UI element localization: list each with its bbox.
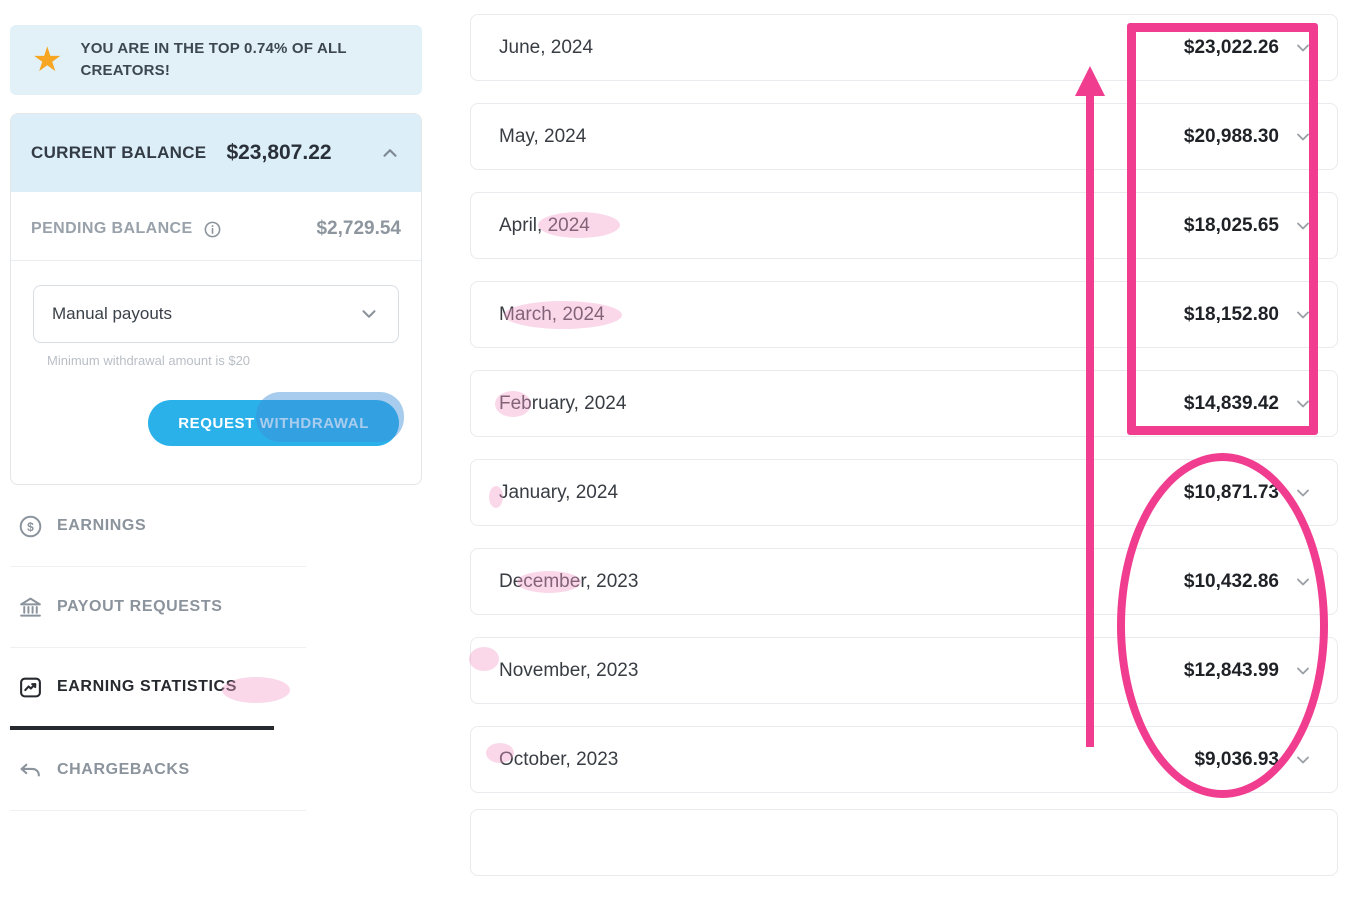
chevron-down-icon[interactable] — [358, 303, 380, 325]
earnings-row-january-2024[interactable]: January, 2024 $10,871.73 — [470, 459, 1338, 526]
star-icon: ★ — [32, 41, 63, 79]
chevron-down-icon[interactable] — [1293, 483, 1313, 503]
sidebar-menu: $ EARNINGS PAYOUT REQUESTS EARNING STATI… — [10, 486, 422, 811]
divider — [10, 647, 306, 648]
payout-mode-value: Manual payouts — [52, 304, 173, 323]
creator-rank-banner: ★ YOU ARE IN THE TOP 0.74% OF ALL CREATO… — [10, 25, 422, 95]
chart-trend-icon — [20, 677, 41, 697]
earnings-row-october-2023[interactable]: October, 2023 $9,036.93 — [470, 726, 1338, 793]
chevron-down-icon[interactable] — [1293, 38, 1313, 58]
earnings-row-partial — [470, 809, 1338, 876]
chevron-down-icon[interactable] — [1293, 127, 1313, 147]
chevron-down-icon[interactable] — [1293, 394, 1313, 414]
pending-balance-value: $2,729.54 — [316, 218, 401, 239]
bank-icon — [20, 597, 41, 617]
row-amount: $18,152.80 — [1183, 303, 1279, 325]
request-withdrawal-button[interactable]: REQUEST WITHDRAWAL — [148, 400, 399, 446]
sidebar-item-label: EARNING STATISTICS — [57, 678, 237, 695]
sidebar-item-payout-requests[interactable]: PAYOUT REQUESTS — [10, 567, 422, 647]
row-amount: $14,839.42 — [1183, 392, 1279, 414]
row-amount: $10,432.86 — [1183, 570, 1279, 592]
info-icon[interactable] — [203, 220, 222, 239]
balance-card: CURRENT BALANCE $23,807.22 PENDING BALAN… — [10, 113, 422, 485]
chevron-down-icon[interactable] — [1293, 216, 1313, 236]
chevron-down-icon[interactable] — [1293, 572, 1313, 592]
row-month: May, 2024 — [499, 125, 587, 147]
chevron-down-icon[interactable] — [1293, 750, 1313, 770]
current-balance-header[interactable]: CURRENT BALANCE $23,807.22 — [11, 114, 421, 192]
sidebar-item-earning-statistics[interactable]: EARNING STATISTICS — [10, 648, 422, 726]
earnings-row-february-2024[interactable]: February, 2024 $14,839.42 — [470, 370, 1338, 437]
min-withdrawal-note: Minimum withdrawal amount is $20 — [47, 353, 251, 368]
sidebar-item-earnings[interactable]: $ EARNINGS — [10, 486, 422, 566]
row-month: February, 2024 — [499, 392, 627, 414]
row-month: March, 2024 — [499, 303, 605, 325]
earnings-row-may-2024[interactable]: May, 2024 $20,988.30 — [470, 103, 1338, 170]
svg-text:$: $ — [27, 519, 34, 533]
row-month: April, 2024 — [499, 214, 590, 236]
row-month: November, 2023 — [499, 659, 639, 681]
divider — [10, 566, 306, 567]
row-amount: $23,022.26 — [1183, 36, 1279, 58]
undo-icon — [20, 763, 40, 777]
row-amount: $20,988.30 — [1183, 125, 1279, 147]
row-amount: $9,036.93 — [1194, 748, 1279, 770]
pending-balance-row: PENDING BALANCE $2,729.54 — [11, 192, 421, 260]
row-amount: $18,025.65 — [1183, 214, 1279, 236]
sidebar-item-label: EARNINGS — [57, 517, 147, 534]
row-month: June, 2024 — [499, 36, 594, 58]
monthly-earnings-list: June, 2024 $23,022.26 May, 2024 $20,988.… — [470, 14, 1338, 898]
active-tab-underline — [10, 726, 274, 730]
pending-balance-label: PENDING BALANCE — [31, 220, 193, 237]
earnings-row-november-2023[interactable]: November, 2023 $12,843.99 — [470, 637, 1338, 704]
sidebar-item-chargebacks[interactable]: CHARGEBACKS — [10, 730, 422, 810]
row-month: January, 2024 — [499, 481, 619, 503]
chevron-down-icon[interactable] — [1293, 305, 1313, 325]
payout-mode-select[interactable]: Manual payouts — [33, 285, 399, 343]
dollar-circle-icon: $ — [19, 515, 42, 537]
earnings-row-april-2024[interactable]: April, 2024 $18,025.65 — [470, 192, 1338, 259]
earnings-row-december-2023[interactable]: December, 2023 $10,432.86 — [470, 548, 1338, 615]
chevron-down-icon[interactable] — [1293, 661, 1313, 681]
row-month: October, 2023 — [499, 748, 619, 770]
creator-rank-text: YOU ARE IN THE TOP 0.74% OF ALL CREATORS… — [80, 40, 347, 79]
divider — [11, 260, 421, 261]
row-amount: $10,871.73 — [1183, 481, 1279, 503]
divider — [10, 810, 306, 811]
earnings-row-march-2024[interactable]: March, 2024 $18,152.80 — [470, 281, 1338, 348]
current-balance-label: CURRENT BALANCE — [31, 143, 207, 162]
earnings-row-june-2024[interactable]: June, 2024 $23,022.26 — [470, 14, 1338, 81]
row-month: December, 2023 — [499, 570, 639, 592]
sidebar-item-label: CHARGEBACKS — [57, 761, 190, 778]
sidebar-item-label: PAYOUT REQUESTS — [57, 598, 223, 615]
current-balance-value: $23,807.22 — [226, 141, 332, 164]
chevron-up-icon[interactable] — [379, 142, 401, 164]
row-amount: $12,843.99 — [1183, 659, 1279, 681]
sidebar: ★ YOU ARE IN THE TOP 0.74% OF ALL CREATO… — [10, 25, 422, 811]
